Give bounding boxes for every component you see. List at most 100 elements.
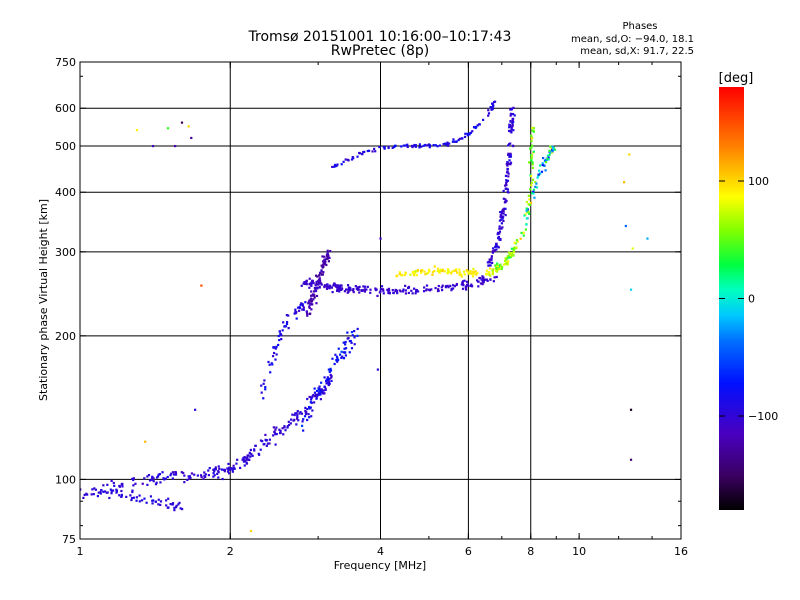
stats-o-mode: mean, sd,O: −94.0, 18.1 [571, 34, 694, 45]
scatter-point [283, 425, 286, 428]
scatter-point [387, 289, 391, 292]
scatter-point [504, 174, 508, 178]
scatter-point [520, 231, 523, 235]
scatter-point [506, 257, 509, 260]
scatter-point [494, 264, 497, 267]
scatter-point [431, 271, 435, 274]
scatter-point [524, 228, 527, 231]
scatter-point [147, 473, 151, 477]
scatter-point [646, 237, 649, 240]
scatter-point [307, 302, 310, 305]
scatter-point [322, 271, 325, 274]
scatter-point [284, 429, 287, 432]
scatter-point [338, 290, 341, 293]
scatter-point [481, 277, 484, 280]
scatter-point [507, 172, 510, 175]
scatter-point [310, 396, 313, 399]
scatter-point [148, 479, 152, 482]
scatter-point [323, 255, 326, 258]
scatter-point [406, 145, 409, 149]
scatter-point [319, 391, 322, 394]
scatter-point [499, 210, 502, 214]
scatter-point [132, 477, 135, 480]
scatter-point [482, 118, 485, 121]
scatter-point [532, 192, 535, 195]
scatter-point [335, 285, 338, 288]
scatter-point [491, 270, 494, 273]
scatter-point [344, 347, 348, 350]
scatter-point [322, 260, 326, 263]
scatter-point [264, 385, 267, 389]
scatter-point [329, 373, 332, 376]
scatter-point [470, 272, 473, 275]
scatter-point [301, 304, 305, 307]
scatter-point [467, 271, 470, 274]
scatter-point [504, 198, 507, 201]
scatter-point [331, 291, 334, 294]
scatter-point [510, 108, 513, 111]
scatter-point [547, 156, 550, 159]
scatter-point [274, 358, 277, 361]
scatter-point [106, 491, 109, 494]
scatter-point [487, 272, 490, 275]
scatter-point [420, 269, 423, 273]
scatter-point [311, 395, 314, 398]
scatter-point [400, 145, 403, 148]
scatter-point [326, 381, 329, 385]
scatter-point [540, 170, 544, 173]
scatter-point [415, 274, 418, 277]
scatter-point [305, 281, 308, 284]
scatter-point [274, 433, 277, 436]
scatter-point [317, 283, 320, 286]
y-tick-label: 200 [55, 330, 76, 343]
scatter-point [295, 423, 298, 426]
scatter-point [436, 269, 439, 273]
scatter-point [496, 233, 499, 236]
x-tick-label: 8 [527, 545, 534, 558]
scatter-point [343, 290, 347, 293]
scatter-point [391, 146, 394, 149]
scatter-point [337, 358, 340, 362]
scatter-point [135, 129, 139, 132]
scatter-point [461, 280, 465, 283]
scatter-point [422, 290, 426, 293]
scatter-point [335, 355, 339, 358]
scatter-point [488, 271, 491, 274]
scatter-point [485, 273, 488, 276]
scatter-point [273, 431, 277, 434]
scatter-point [489, 264, 492, 267]
scatter-point [313, 287, 316, 290]
scatter-point [102, 484, 105, 487]
scatter-point [178, 501, 181, 504]
scatter-point [213, 474, 216, 477]
scatter-point [135, 496, 138, 499]
scatter-point [336, 360, 339, 363]
scatter-point [235, 462, 238, 465]
scatter-point [152, 480, 155, 483]
colorbar-ticks: 100 0 −100 [719, 175, 778, 423]
scatter-point [412, 272, 415, 275]
scatter-point [314, 289, 318, 293]
scatter-point [228, 472, 231, 475]
scatter-point [282, 433, 285, 436]
scatter-point [327, 368, 330, 371]
scatter-point [418, 146, 421, 149]
scatter-point [509, 255, 512, 259]
scatter-point [506, 167, 509, 171]
scatter-point [471, 275, 475, 278]
scatter-point [495, 269, 499, 272]
scatter-point [314, 283, 317, 286]
scatter-point [356, 327, 359, 331]
scatter-point [310, 290, 313, 293]
scatter-point [308, 305, 311, 308]
scatter-point [296, 414, 299, 417]
scatter-point [165, 499, 168, 502]
scatter-point [260, 391, 263, 394]
scatter-point [507, 152, 510, 155]
scatter-point [217, 470, 220, 473]
scatter-point [228, 466, 231, 469]
scatter-point [522, 234, 525, 237]
scatter-point [525, 223, 528, 226]
scatter-point [259, 448, 262, 451]
scatter-point [350, 347, 354, 350]
